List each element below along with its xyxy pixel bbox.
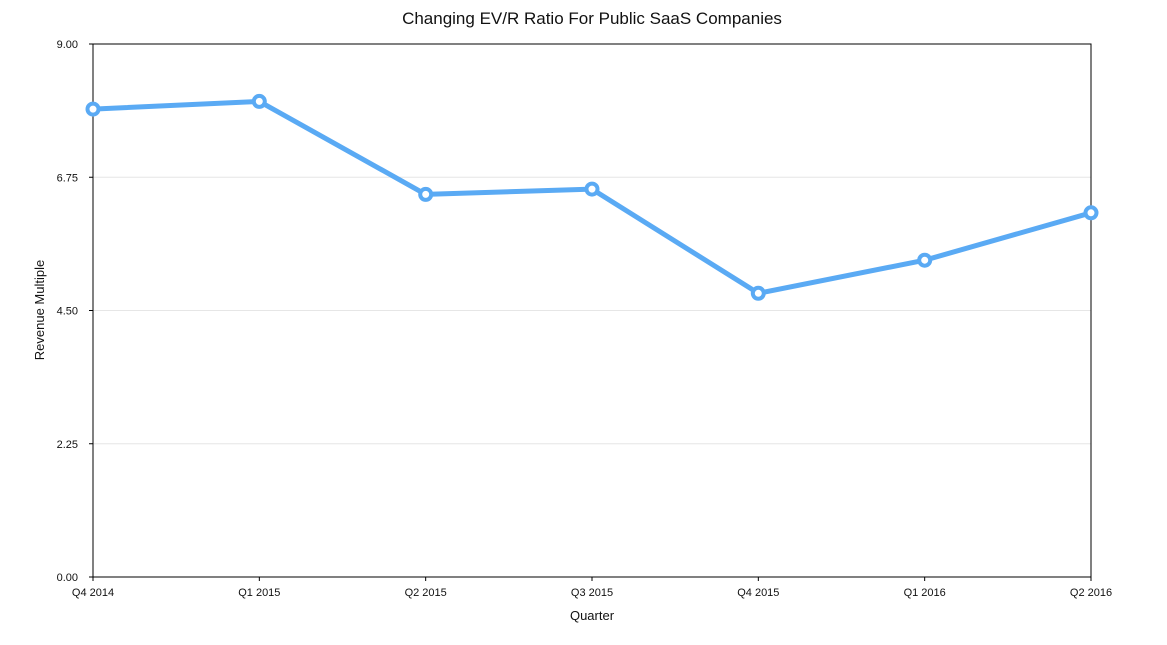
y-tick-label: 9.00: [57, 39, 78, 51]
series-line: [90, 98, 1094, 296]
x-axis-ticks: Q4 2014 Q1 2015 Q2 2015 Q3 2015 Q4 2015 Q1 20…: [72, 577, 1112, 599]
x-tick-label: Q4 2014: [72, 587, 114, 599]
series-layer: [85, 93, 1099, 301]
y-tick-label: 0.00: [57, 572, 78, 584]
y-axis-label: Revenue Multiple: [32, 260, 47, 360]
chart-title: Changing EV/R Ratio For Public SaaS Comp…: [402, 9, 782, 28]
data-point-q1-2016: [917, 252, 933, 268]
data-point-q4-2015: [750, 285, 766, 301]
y-tick-label: 4.50: [57, 306, 78, 318]
x-tick-label: Q3 2015: [571, 587, 613, 599]
gridlines: [93, 176, 1091, 445]
y-tick-label: 6.75: [57, 172, 78, 184]
data-point-q2-2016: [1083, 205, 1099, 221]
y-axis-ticks: 0.00 2.25 4.50 6.75 9.00: [57, 39, 93, 584]
data-point-q4-2014: [85, 101, 101, 117]
y-tick-label: 2.25: [57, 439, 78, 451]
x-tick-label: Q1 2016: [904, 587, 946, 599]
data-point-q1-2015: [251, 93, 267, 109]
data-point-q2-2015: [418, 186, 434, 202]
x-tick-label: Q1 2015: [238, 587, 280, 599]
data-point-q3-2015: [584, 181, 600, 197]
x-tick-label: Q4 2015: [737, 587, 779, 599]
x-tick-label: Q2 2016: [1070, 587, 1112, 599]
x-tick-label: Q2 2015: [405, 587, 447, 599]
x-axis-label: Quarter: [570, 608, 615, 623]
